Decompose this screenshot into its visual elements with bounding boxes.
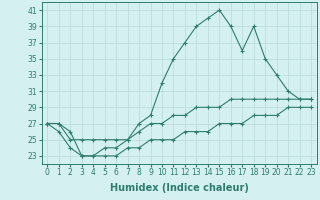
X-axis label: Humidex (Indice chaleur): Humidex (Indice chaleur) (110, 183, 249, 193)
